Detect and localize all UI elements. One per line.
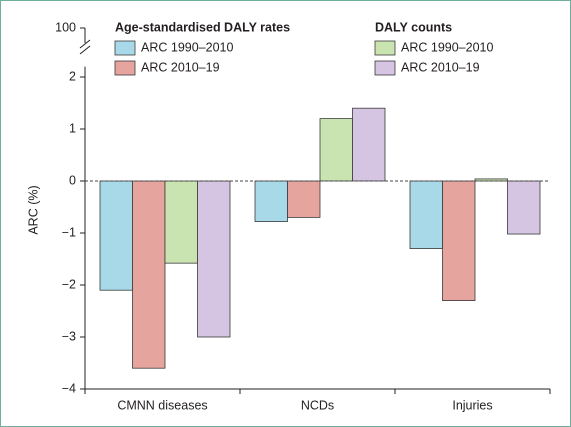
legend-swatch <box>114 40 136 56</box>
axis-break <box>79 39 91 49</box>
legend-title: DALY counts <box>375 20 452 34</box>
bar <box>352 107 386 182</box>
y-axis-label: ARC (%) <box>26 185 40 234</box>
y-tick-label: −2 <box>62 277 76 291</box>
bar <box>164 180 198 264</box>
axis-break <box>79 45 91 55</box>
bar <box>319 118 353 182</box>
y-tick-label: 1 <box>69 121 76 135</box>
y-tick-label: −1 <box>62 225 76 239</box>
x-tick-label: Injuries <box>452 398 492 412</box>
y-tick-label: 2 <box>69 69 76 83</box>
x-tick-label: CMNN diseases <box>117 398 207 412</box>
legend-swatch <box>114 60 136 76</box>
y-tick-label: 100 <box>55 20 76 34</box>
bar <box>197 180 231 338</box>
y-tick-label: −4 <box>62 381 76 395</box>
legend-label: ARC 2010–19 <box>141 60 220 74</box>
y-tick-label: 0 <box>69 173 76 187</box>
legend-title: Age-standardised DALY rates <box>115 20 290 34</box>
bar <box>507 180 541 235</box>
legend-swatch <box>374 40 396 56</box>
bar <box>254 180 288 222</box>
x-tick-label: NCDs <box>301 398 334 412</box>
bar <box>132 180 166 369</box>
legend-label: ARC 2010–19 <box>401 60 480 74</box>
bar <box>287 180 321 218</box>
bar <box>409 180 443 249</box>
legend-swatch <box>374 60 396 76</box>
legend-label: ARC 1990–2010 <box>401 40 493 54</box>
bar <box>442 180 476 301</box>
bar <box>99 180 133 291</box>
y-tick-label: −3 <box>62 329 76 343</box>
legend-label: ARC 1990–2010 <box>141 40 233 54</box>
